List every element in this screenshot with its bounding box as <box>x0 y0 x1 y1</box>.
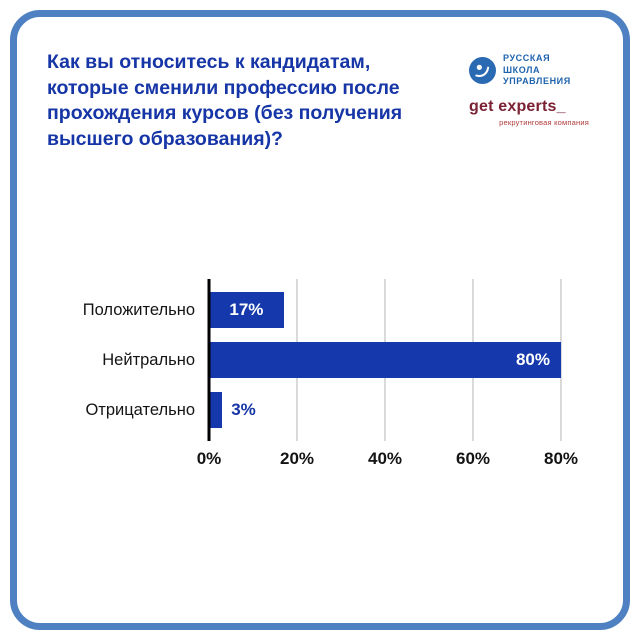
rsu-logo: РУССКАЯ ШКОЛА УПРАВЛЕНИЯ <box>469 53 571 88</box>
getexperts-subtitle: рекрутинговая компания <box>499 118 589 128</box>
x-tick-label: 20% <box>279 449 315 468</box>
rsu-logo-line: ШКОЛА <box>503 64 541 75</box>
bar-row: 17% <box>209 285 561 335</box>
bar-value-label: 3% <box>231 400 256 419</box>
card: Как вы относитесь к кандидатам, которые … <box>10 10 630 630</box>
x-tick-label: 40% <box>367 449 403 468</box>
bar-row: 3% <box>209 385 561 435</box>
x-tick-label: 80% <box>543 449 579 468</box>
x-tick-label: 60% <box>455 449 491 468</box>
getexperts-logo: get experts_ рекрутинговая компания <box>469 98 589 127</box>
logos-block: РУССКАЯ ШКОЛА УПРАВЛЕНИЯ get experts_ ре… <box>469 53 589 127</box>
page-title: Как вы относитесь к кандидатам, которые … <box>47 51 403 151</box>
rsu-logo-line: УПРАВЛЕНИЯ <box>503 76 571 87</box>
plot-area: 17% 80% 3% <box>207 279 562 441</box>
rsu-logo-icon <box>469 57 496 85</box>
rsu-logo-line: РУССКАЯ <box>503 53 551 63</box>
bar-rows: 17% 80% 3% <box>209 285 561 435</box>
bar: 17% <box>209 292 284 328</box>
bar-chart: Положительно Нейтрально Отрицательно 17% 80… <box>47 279 578 475</box>
x-tick-label: 0% <box>196 449 222 468</box>
x-axis: 0% 20% 40% 60% 80% <box>197 449 578 475</box>
category-labels: Положительно Нейтрально Отрицательно <box>47 285 209 435</box>
category-label: Отрицательно <box>85 400 195 419</box>
category-label: Положительно <box>82 300 195 319</box>
rsu-logo-text: РУССКАЯ ШКОЛА УПРАВЛЕНИЯ <box>503 53 571 88</box>
bar-value-label: 80% <box>515 350 550 369</box>
bar-row: 80% <box>209 335 561 385</box>
bar: 80% <box>209 342 561 378</box>
getexperts-wordmark: get experts_ <box>469 98 566 116</box>
category-label: Нейтрально <box>102 350 195 369</box>
bar-value-label: 17% <box>229 300 264 319</box>
axis-line <box>207 279 211 441</box>
bar <box>209 392 223 428</box>
gridline <box>560 279 562 441</box>
